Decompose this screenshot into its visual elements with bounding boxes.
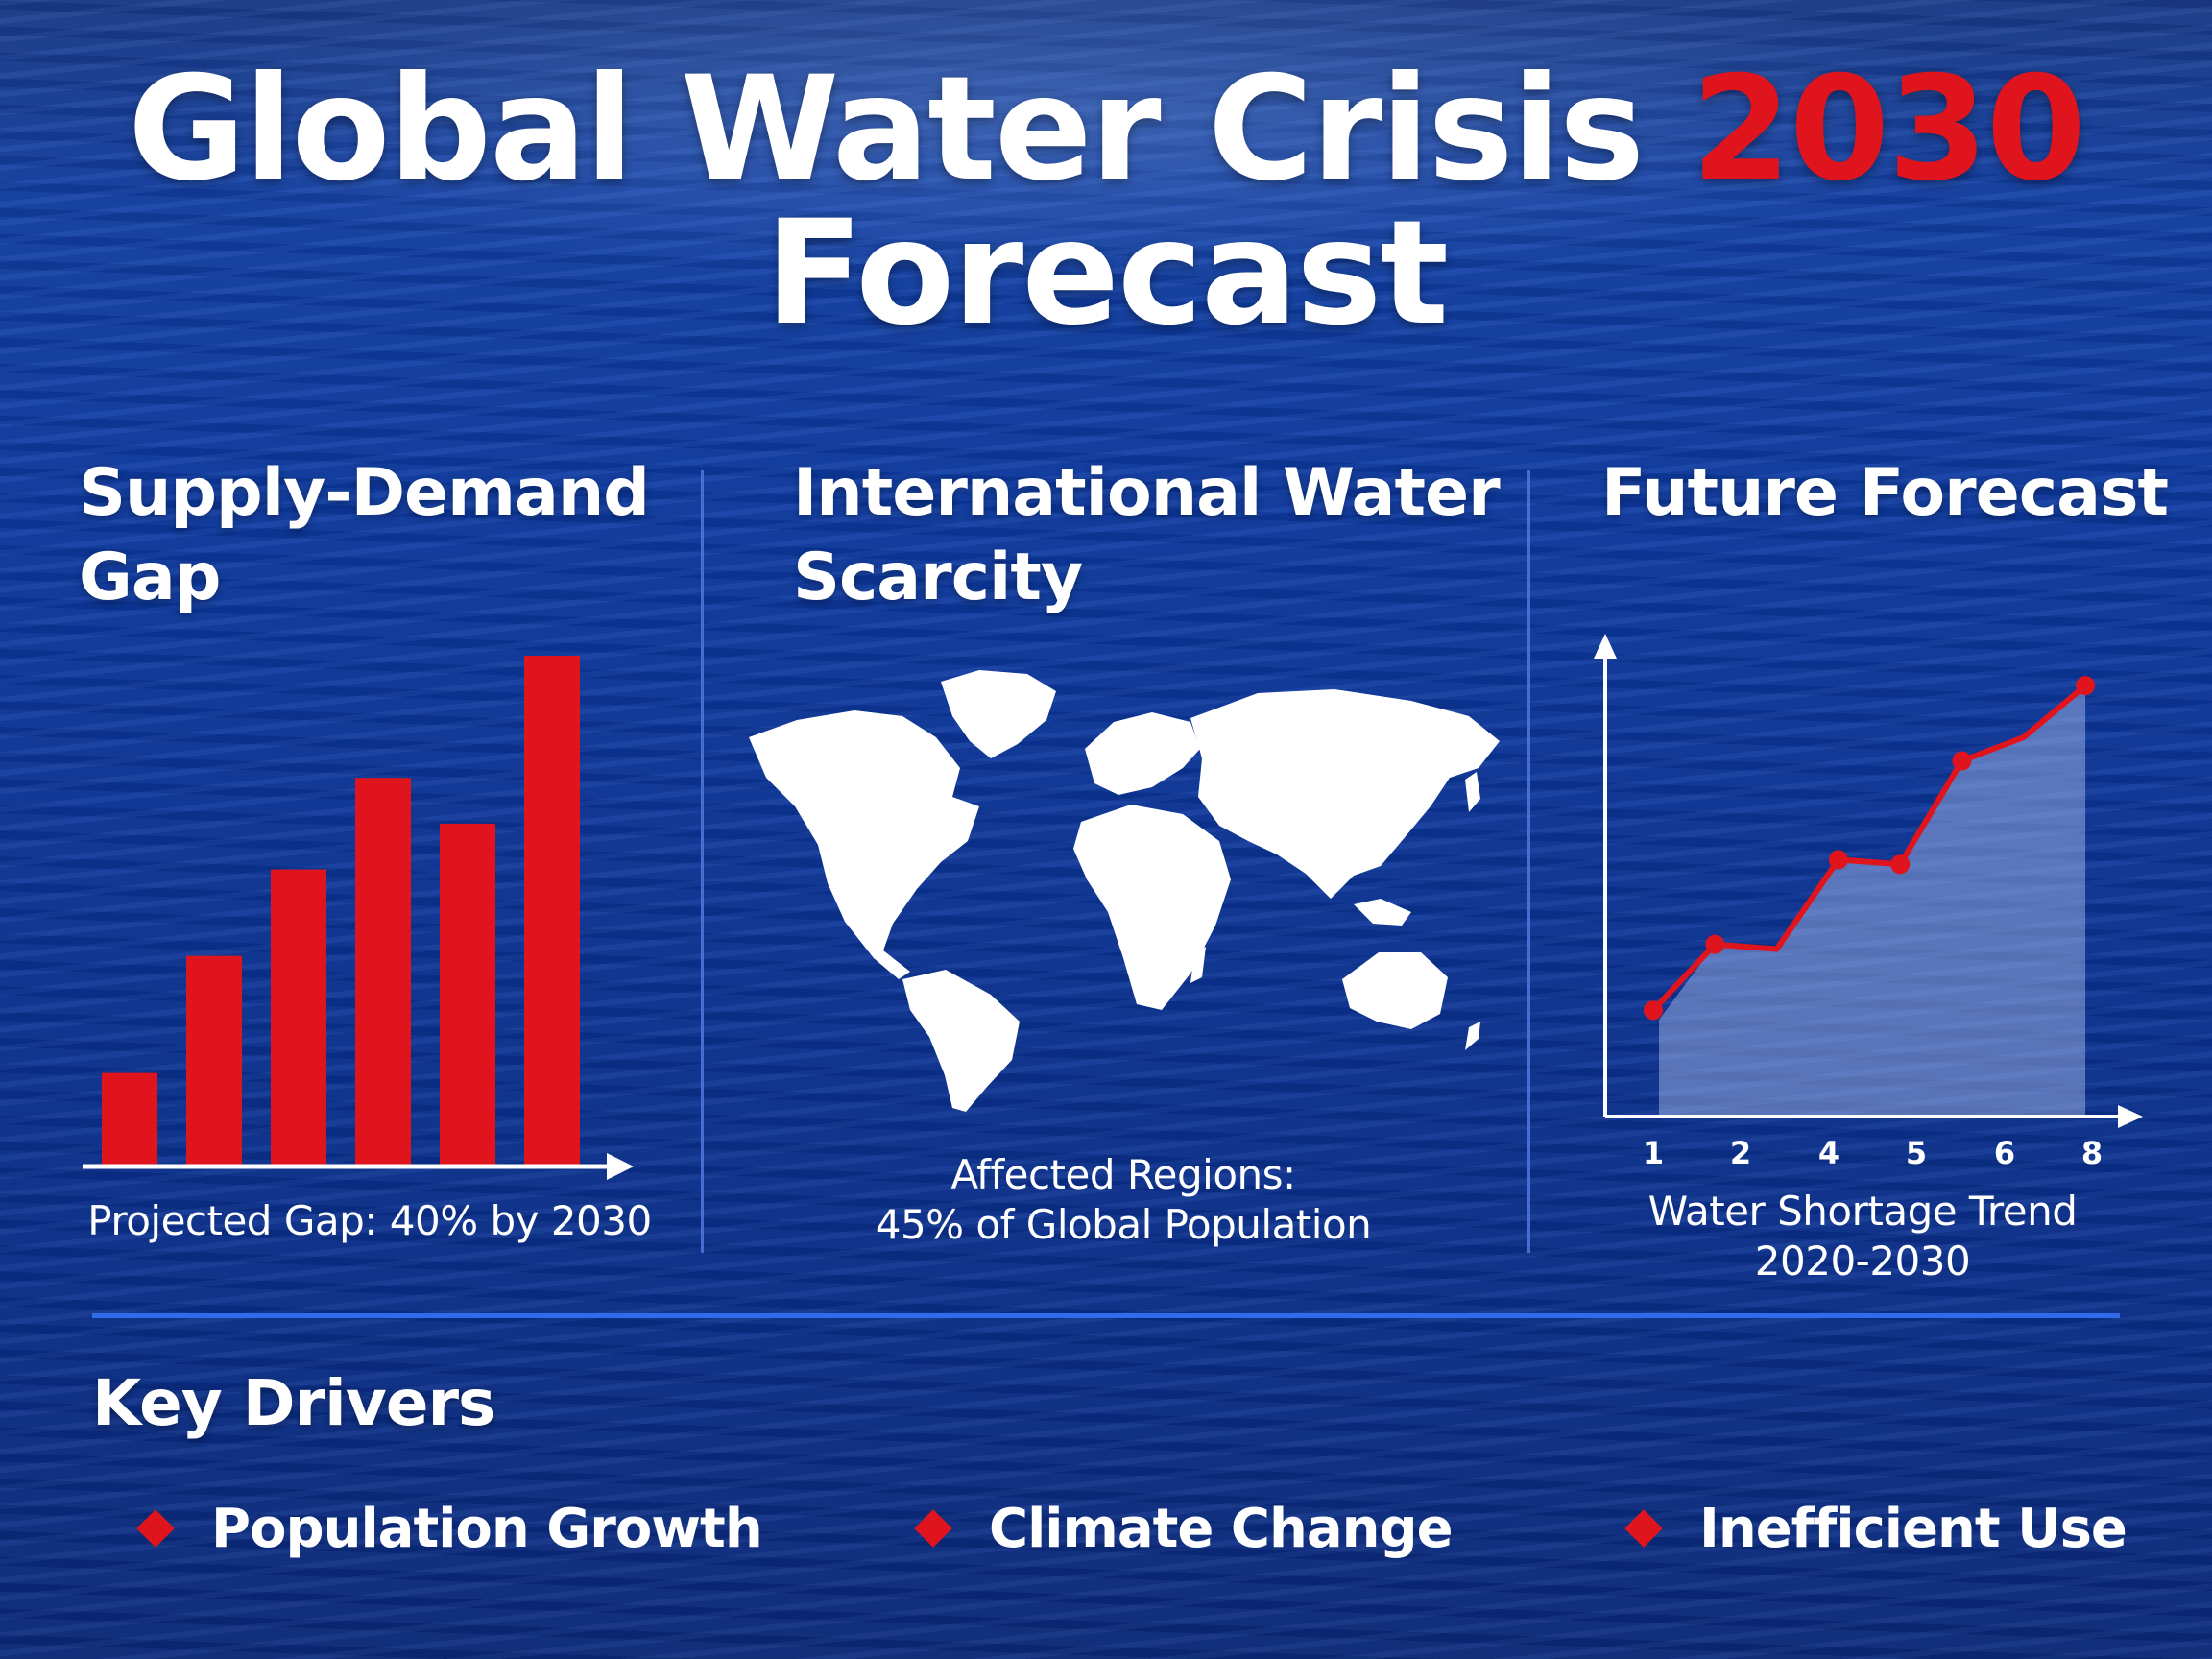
title-accent-year: 2030	[1691, 46, 2086, 213]
forecast-point-5	[1890, 854, 1911, 875]
driver-item-inefficient-use: Inefficient Use	[1623, 1490, 2128, 1567]
scarcity-title-line-2: Scarcity	[793, 540, 1083, 615]
scarcity-caption: Affected Regions: 45% of Global Populati…	[768, 1150, 1479, 1250]
driver-label: Inefficient Use	[1699, 1497, 2128, 1560]
forecast-trend-line	[1650, 683, 2088, 1013]
supply-demand-bar-chart	[83, 656, 634, 1180]
scarcity-caption-line-2: 45% of Global Population	[875, 1201, 1372, 1248]
map-greenland	[941, 670, 1056, 758]
map-asia	[1190, 689, 1500, 899]
title-line-2: Forecast	[764, 190, 1449, 357]
column-divider-left	[701, 470, 704, 1253]
column-divider-right	[1527, 470, 1530, 1253]
forecast-point-4	[1828, 850, 1848, 870]
line-chart-x-axis-arrow	[2118, 1105, 2143, 1128]
section-divider	[92, 1313, 2120, 1318]
world-map-icon	[749, 670, 1500, 1112]
key-drivers-title: Key Drivers	[92, 1366, 495, 1440]
scarcity-title: International Water Scarcity	[793, 451, 1501, 620]
scarcity-caption-line-1: Affected Regions:	[950, 1151, 1296, 1198]
title-main: Global Water Crisis	[128, 46, 1645, 213]
map-south-america	[902, 970, 1020, 1112]
bar-3	[271, 869, 326, 1165]
supply-demand-caption: Projected Gap: 40% by 2030	[87, 1197, 652, 1244]
forecast-point-1	[1644, 1000, 1663, 1021]
future-forecast-line-chart: 1 2 4 5 6 8	[1594, 634, 2143, 1171]
bar-1	[102, 1072, 157, 1165]
forecast-area-fill	[1659, 685, 2086, 1115]
x-tick-label: 8	[2081, 1135, 2103, 1171]
scarcity-title-line-1: International Water	[793, 455, 1501, 531]
bar-4	[355, 778, 411, 1165]
diamond-bullet-icon	[1624, 1509, 1663, 1548]
forecast-point-8	[2076, 676, 2096, 696]
map-africa	[1073, 805, 1231, 1010]
map-australia	[1342, 952, 1448, 1029]
x-tick-label: 4	[1818, 1135, 1839, 1171]
bar-5	[440, 823, 495, 1165]
supply-title-line-1: Supply-Demand	[79, 455, 650, 531]
driver-label: Population Growth	[211, 1497, 763, 1560]
forecast-caption: Water Shortage Trend 2020-2030	[1584, 1187, 2141, 1286]
title-line-1: Global Water Crisis 2030	[0, 58, 2212, 202]
map-southeast-asia	[1354, 899, 1411, 926]
x-tick-label: 5	[1906, 1135, 1927, 1171]
forecast-title-text: Future Forecast	[1601, 455, 2169, 531]
map-japan	[1465, 772, 1480, 812]
bar-chart-x-axis-arrow	[607, 1153, 634, 1180]
forecast-title: Future Forecast	[1601, 451, 2169, 536]
diamond-bullet-icon	[914, 1509, 952, 1548]
supply-title-line-2: Gap	[79, 540, 221, 615]
bar-2	[186, 955, 242, 1165]
map-madagascar	[1190, 947, 1206, 983]
x-tick-label: 2	[1730, 1135, 1751, 1171]
map-new-zealand	[1465, 1022, 1480, 1050]
page-title: Global Water Crisis 2030 Forecast	[0, 58, 2212, 346]
driver-label: Climate Change	[989, 1497, 1454, 1560]
supply-demand-title: Supply-Demand Gap	[79, 451, 650, 620]
forecast-caption-line-1: Water Shortage Trend	[1647, 1188, 2078, 1235]
line-chart-y-axis-arrow	[1594, 634, 1617, 659]
x-tick-label: 6	[1994, 1135, 2015, 1171]
forecast-point-6	[1952, 751, 1972, 771]
x-tick-label: 1	[1643, 1135, 1664, 1171]
forecast-caption-line-2: 2020-2030	[1754, 1238, 1971, 1285]
map-europe	[1085, 712, 1200, 795]
driver-item-climate-change: Climate Change	[912, 1490, 1454, 1567]
map-north-america	[749, 710, 979, 979]
forecast-point-2	[1705, 934, 1725, 954]
diamond-bullet-icon	[136, 1509, 175, 1548]
driver-item-population-growth: Population Growth	[134, 1490, 763, 1567]
bar-6	[524, 656, 580, 1165]
